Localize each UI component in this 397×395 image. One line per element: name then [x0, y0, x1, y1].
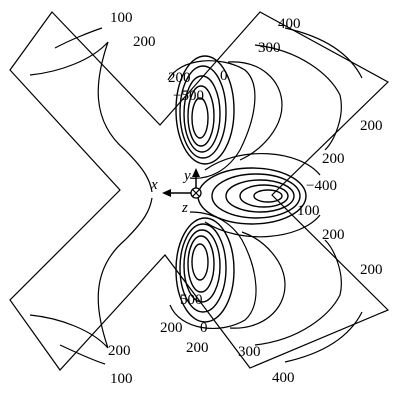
contour-bottom-right-400: [284, 311, 363, 363]
label-upper-neg500: −500: [173, 88, 204, 104]
label-right-upper-200: 200: [360, 118, 383, 134]
label-upper-200: 200: [168, 70, 191, 86]
contour-group-upper-lobe: [167, 55, 283, 179]
label-top-right-300: 300: [258, 40, 281, 56]
label-lower-300: 300: [238, 344, 261, 360]
contour-top-left-100: [54, 27, 103, 49]
axis-label-y: y: [182, 168, 191, 184]
label-right-lower-200: 200: [360, 262, 383, 278]
coordinate-axes: x y z: [150, 168, 202, 216]
label-top-left-200: 200: [133, 34, 156, 50]
label-bottom-200: 200: [186, 340, 209, 356]
contour-group-lower-lobe: [169, 211, 286, 329]
axis-label-z: z: [181, 200, 188, 216]
label-upper-0: 0: [220, 68, 228, 84]
axis-label-x: x: [150, 177, 158, 193]
contour-top-right-400: [284, 27, 363, 79]
label-mid-neg400: −400: [306, 178, 337, 194]
contour-bottom-left-200: [29, 197, 153, 349]
label-bottom-left-100: 100: [110, 371, 133, 387]
label-bottom-right-400: 400: [272, 370, 295, 386]
label-bottom-left-200: 200: [108, 343, 131, 359]
domain-outline: [9, 11, 390, 371]
contour-group-right-lobe: [197, 153, 321, 238]
contour-bottom-left-100: [59, 344, 106, 365]
label-mid-100: 100: [297, 203, 320, 219]
label-lower-0: 0: [200, 320, 208, 336]
contour-top-right-300: [254, 44, 342, 151]
contour-top-left-200: [29, 41, 153, 193]
label-lower-500: 500: [180, 292, 203, 308]
label-top-right-400: 400: [278, 16, 301, 32]
label-mid-200: 200: [322, 151, 345, 167]
label-top-left-100: 100: [110, 10, 133, 26]
label-mid-lower-200: 200: [322, 227, 345, 243]
label-lower-200: 200: [160, 320, 183, 336]
contour-bottom-right-300: [254, 239, 342, 346]
